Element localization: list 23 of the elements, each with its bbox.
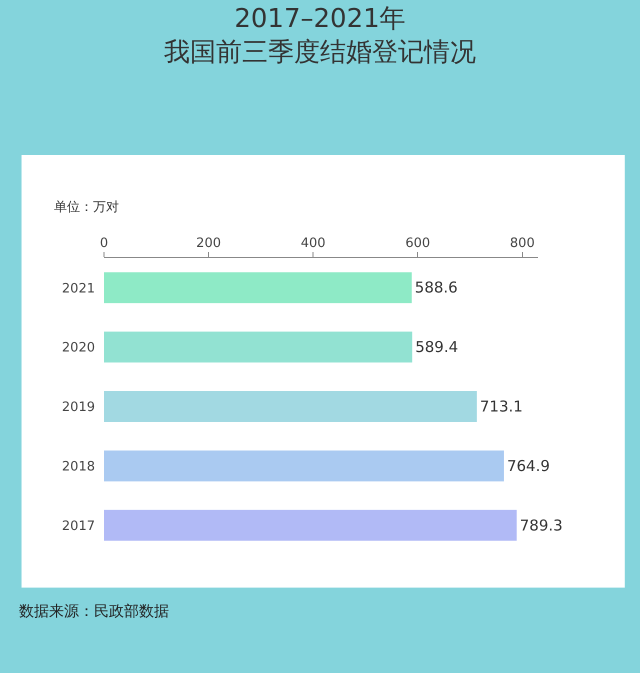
data-label: 588.6 — [414, 278, 458, 297]
text: 单位：万对 — [54, 200, 119, 215]
data-label: 713.1 — [480, 398, 523, 416]
data-label: 764.9 — [506, 456, 550, 475]
bar — [104, 510, 517, 541]
y-tick-label: 2021 — [62, 281, 95, 296]
bar — [104, 332, 412, 363]
x-tick-label: 400 — [300, 236, 326, 251]
bar — [104, 450, 504, 482]
x-tick-label: 600 — [405, 236, 430, 251]
y-tick-label: 2019 — [62, 400, 95, 416]
chart-title: 2017–2021年我国前三季度结婚登记情况 — [164, 4, 476, 68]
y-tick-label: 2017 — [62, 518, 95, 534]
y-tick-label: 2020 — [62, 340, 95, 356]
bar — [104, 272, 412, 304]
data-label: 589.4 — [415, 338, 458, 356]
y-tick-label: 2018 — [62, 459, 95, 474]
source-note: 数据来源：民政部数据 — [19, 602, 169, 620]
x-tick-label: 800 — [510, 236, 535, 251]
x-tick-label: 200 — [196, 236, 221, 251]
x-tick-label: 0 — [100, 236, 108, 251]
data-label: 789.3 — [520, 516, 563, 534]
bar — [104, 391, 477, 422]
